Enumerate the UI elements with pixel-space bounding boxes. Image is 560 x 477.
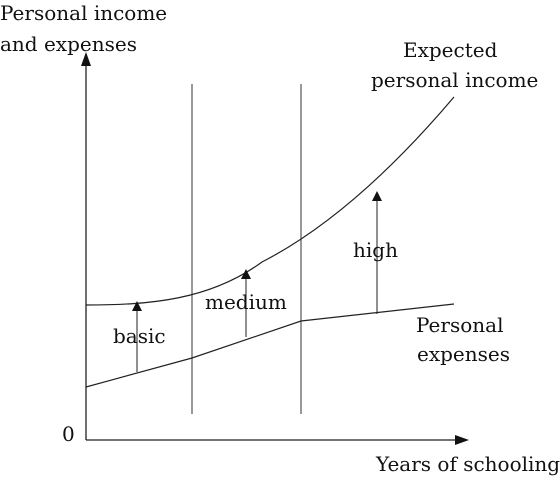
origin-label: 0 [62, 422, 75, 446]
medium-level-label: medium [205, 290, 287, 314]
y-axis-label-line-2: and expenses [0, 32, 137, 56]
expenses-curve-label-line-1: Personal [416, 313, 503, 337]
x-axis-arrowhead [455, 435, 469, 445]
y-axis-arrowhead [81, 52, 91, 66]
income-curve-label-line-2: personal income [371, 68, 538, 92]
x-axis-label: Years of schooling [375, 452, 560, 476]
expenses-curve-label-line-2: expenses [417, 342, 510, 366]
basic-level-label: basic [113, 324, 166, 348]
income-curve-label-line-1: Expected [403, 38, 498, 62]
high-level-label: high [353, 238, 398, 262]
y-axis-label-line-1: Personal income [0, 1, 167, 25]
expected-income-curve [85, 96, 455, 306]
